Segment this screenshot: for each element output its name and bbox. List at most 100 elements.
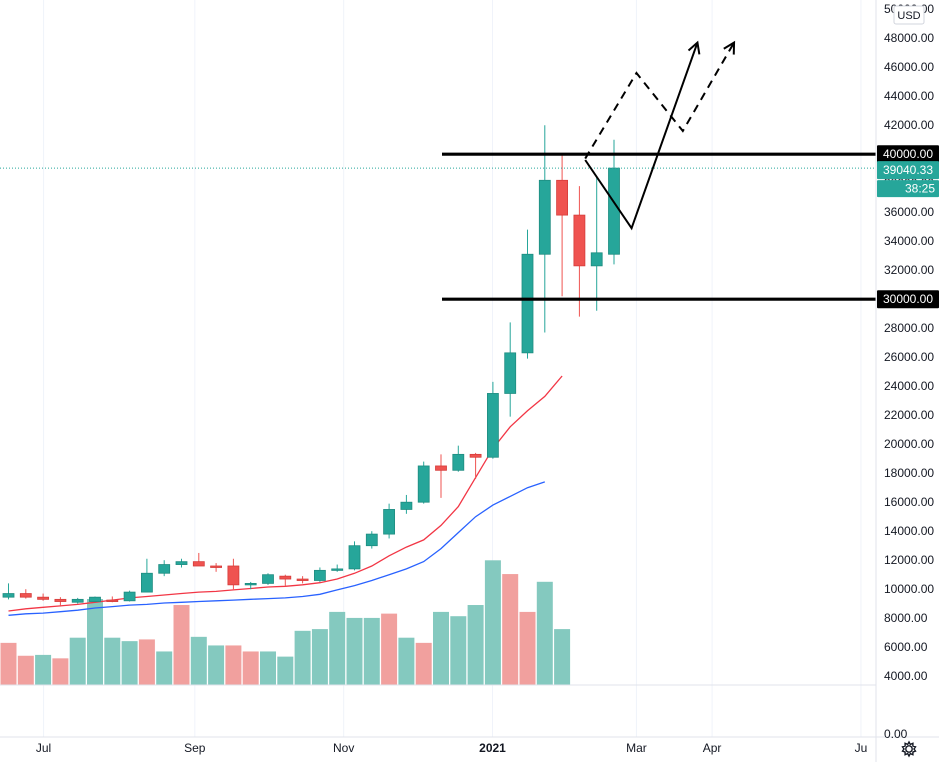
candle-body xyxy=(296,578,309,581)
candle-body xyxy=(227,565,240,586)
candle xyxy=(123,590,136,602)
candle xyxy=(469,452,482,479)
volume-bar xyxy=(484,560,501,685)
candle-body xyxy=(175,561,188,565)
candle-body xyxy=(71,598,84,603)
price-tick-label: 36000.00 xyxy=(884,205,934,219)
candle-body xyxy=(123,591,136,602)
price-tick-label: 46000.00 xyxy=(884,60,934,74)
price-tick-label: 44000.00 xyxy=(884,89,934,103)
volume-bar xyxy=(242,651,259,685)
price-tick-label: 20000.00 xyxy=(884,437,934,451)
current-price-badge-text: 39040.33 xyxy=(883,163,933,177)
vertical-gridlines xyxy=(43,0,862,737)
currency-label[interactable]: USD xyxy=(893,5,925,25)
volume-bar xyxy=(311,629,328,685)
time-tick-label: Mar xyxy=(626,741,647,755)
candle xyxy=(452,445,465,472)
candle xyxy=(486,381,499,459)
time-tick-label: Sep xyxy=(184,741,206,755)
volume-bar xyxy=(260,651,276,685)
volume-bar xyxy=(208,645,225,685)
candle-body xyxy=(521,253,534,354)
candle-body xyxy=(140,572,153,593)
volume-bar xyxy=(450,616,467,685)
price-badges: 40000.00 39040.33 38:25 30000.00 xyxy=(877,145,939,309)
candle xyxy=(556,154,568,297)
price-tick-label: 26000.00 xyxy=(884,350,934,364)
countdown-badge: 38:25 xyxy=(877,180,939,198)
price-tick-label: 4000.00 xyxy=(884,669,928,683)
candle-body xyxy=(400,501,413,510)
candle-body xyxy=(486,393,499,458)
candle xyxy=(383,503,396,539)
candle-body xyxy=(538,179,551,255)
volume-bar xyxy=(87,599,103,685)
candle-body xyxy=(2,593,15,598)
level-high-badge-text: 40000.00 xyxy=(883,147,933,161)
level-high-badge: 40000.00 xyxy=(877,145,939,164)
currency-text: USD xyxy=(897,10,920,22)
price-tick-label: 32000.00 xyxy=(884,263,934,277)
price-tick-label: 14000.00 xyxy=(884,524,934,538)
price-tick-label: 22000.00 xyxy=(884,408,934,422)
volume-bar xyxy=(35,654,52,685)
price-tick-label: 0.00 xyxy=(884,727,908,741)
time-tick-label: Apr xyxy=(703,741,722,755)
volume-bar xyxy=(173,605,190,685)
volume-bar xyxy=(0,642,17,685)
horizontal-levels[interactable] xyxy=(0,152,876,301)
price-axis[interactable]: 0.00 4000.00 6000.00 8000.00 10000.00 12000.0… xyxy=(884,2,934,741)
candle xyxy=(400,494,413,514)
candle xyxy=(158,560,171,577)
level-low-badge-text: 30000.00 xyxy=(883,292,933,306)
volume-bar xyxy=(381,613,398,685)
candle xyxy=(279,574,292,587)
candle-body xyxy=(244,583,257,586)
candle-body xyxy=(383,509,396,535)
price-tick-label: 10000.00 xyxy=(884,582,934,596)
volume-bar xyxy=(69,637,86,685)
candle-body xyxy=(54,598,67,602)
candle xyxy=(244,581,257,590)
volume-bar xyxy=(225,645,242,685)
candle xyxy=(417,461,430,504)
candle-body xyxy=(573,214,586,267)
solid-projection-path[interactable] xyxy=(584,42,699,231)
volume-bar xyxy=(17,655,34,685)
volume-bar xyxy=(502,574,519,685)
candle xyxy=(573,186,586,317)
current-price-badge: 39040.33 xyxy=(877,161,939,180)
candle-body xyxy=(417,465,430,503)
candle xyxy=(192,552,205,567)
volume-bar xyxy=(415,642,432,685)
projection-arrowhead xyxy=(687,40,701,55)
candle xyxy=(227,558,240,590)
candle xyxy=(71,597,84,604)
candle xyxy=(37,593,49,601)
candle xyxy=(106,596,119,603)
candle xyxy=(210,563,223,572)
time-tick-label: Nov xyxy=(333,741,354,755)
candle-body xyxy=(556,179,568,216)
time-axis[interactable]: Jul Sep Nov 2021 Mar Apr Ju xyxy=(36,741,867,755)
candle-body xyxy=(504,352,517,394)
projection-drawings[interactable] xyxy=(584,40,736,231)
dashed-projection-path[interactable] xyxy=(584,42,735,160)
candle xyxy=(54,597,67,607)
volume-bar xyxy=(536,581,553,685)
price-tick-label: 8000.00 xyxy=(884,611,928,625)
volume-bar xyxy=(52,658,69,685)
settings-gear-icon[interactable] xyxy=(901,740,917,758)
candle-body xyxy=(210,565,223,568)
countdown-text: 38:25 xyxy=(905,182,935,196)
candle-body xyxy=(158,564,171,574)
candle-body xyxy=(262,574,274,584)
volume-bar xyxy=(294,630,311,685)
volume-bar xyxy=(346,617,363,685)
volume-bar xyxy=(363,617,380,685)
candle xyxy=(331,564,344,572)
time-tick-label: Ju xyxy=(855,741,868,755)
candle-body xyxy=(192,561,205,567)
